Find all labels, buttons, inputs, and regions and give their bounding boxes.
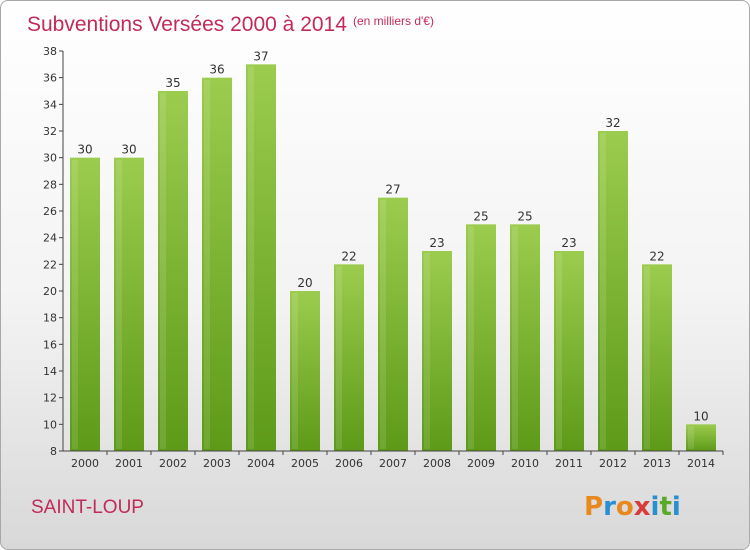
value-labels: 30 30 35 36 37 20 22 27 23 25 25 23 32 22 10 xyxy=(77,49,708,423)
bar-2005 xyxy=(290,291,320,451)
bar-2009 xyxy=(466,224,496,451)
y-tick-label: 16 xyxy=(43,338,57,351)
x-tick-label: 2001 xyxy=(115,457,143,470)
value-label-2006: 22 xyxy=(341,249,356,263)
bar-highlight xyxy=(204,79,210,450)
logo-letter: t xyxy=(659,492,671,522)
logo-letter: o xyxy=(616,492,634,522)
value-label-2013: 22 xyxy=(649,249,664,263)
x-tick-label: 2005 xyxy=(291,457,319,470)
y-tick-label: 20 xyxy=(43,285,57,298)
logo-letter: i xyxy=(672,492,681,522)
y-tick-label: 8 xyxy=(50,445,57,458)
bar-2007 xyxy=(378,197,408,451)
bar-highlight xyxy=(336,266,342,449)
x-tick-label: 2008 xyxy=(423,457,451,470)
y-axis: 8 10 12 14 16 18 20 22 24 26 28 30 32 34 36 38 xyxy=(43,45,63,458)
y-tick-label: 36 xyxy=(43,72,57,85)
bar-2000 xyxy=(70,157,100,451)
bar-2013 xyxy=(642,264,672,451)
bar-highlight xyxy=(600,133,606,449)
bar-highlight xyxy=(512,226,518,449)
y-tick-label: 24 xyxy=(43,232,57,245)
bar-2014 xyxy=(686,424,716,451)
bar-highlight xyxy=(644,266,650,449)
bar-2004 xyxy=(246,64,276,452)
value-label-2004: 37 xyxy=(253,49,268,63)
y-tick-label: 12 xyxy=(43,392,57,405)
x-tick-label: 2012 xyxy=(599,457,627,470)
value-label-2014: 10 xyxy=(693,409,708,423)
chart-title: Subventions Versées 2000 à 2014 xyxy=(27,13,347,36)
x-tick-label: 2009 xyxy=(467,457,495,470)
bar-highlight xyxy=(248,66,254,449)
value-label-2001: 30 xyxy=(121,143,136,157)
value-label-2010: 25 xyxy=(517,209,532,223)
value-label-2011: 23 xyxy=(561,236,576,250)
y-tick-label: 30 xyxy=(43,152,57,165)
value-label-2008: 23 xyxy=(429,236,444,250)
y-tick-label: 22 xyxy=(43,258,57,271)
x-tick-label: 2013 xyxy=(643,457,671,470)
x-tick-label: 2006 xyxy=(335,457,363,470)
bar-2011 xyxy=(554,251,584,451)
bar-highlight xyxy=(292,293,298,449)
x-tick-label: 2003 xyxy=(203,457,231,470)
x-axis: 2000 2001 2002 2003 2004 2005 2006 2007 2008 2009… xyxy=(71,451,724,470)
bar-highlight xyxy=(116,159,122,449)
bar-2001 xyxy=(114,157,144,451)
y-tick-label: 14 xyxy=(43,365,57,378)
logo-letter: x xyxy=(634,492,651,522)
x-tick-label: 2000 xyxy=(71,457,99,470)
bar-highlight xyxy=(160,93,166,449)
bar-2008 xyxy=(422,251,452,451)
value-label-2005: 20 xyxy=(297,276,312,290)
bar-highlight xyxy=(424,253,430,449)
bar-highlight xyxy=(556,253,562,449)
value-label-2000: 30 xyxy=(77,143,92,157)
logo-letter: P xyxy=(584,492,603,522)
x-tick-label: 2002 xyxy=(159,457,187,470)
x-tick-label: 2011 xyxy=(555,457,583,470)
bar-2006 xyxy=(334,264,364,451)
value-label-2002: 35 xyxy=(165,76,180,90)
y-tick-label: 26 xyxy=(43,205,57,218)
value-label-2003: 36 xyxy=(209,63,224,77)
bar-2002 xyxy=(158,91,188,451)
logo-letter: i xyxy=(651,492,660,522)
y-tick-label: 32 xyxy=(43,125,57,138)
chart-subtitle: (en milliers d'€) xyxy=(353,14,434,28)
place-name: SAINT-LOUP xyxy=(31,497,144,518)
bar-highlight xyxy=(380,199,386,449)
value-label-2009: 25 xyxy=(473,209,488,223)
y-tick-label: 18 xyxy=(43,312,57,325)
bar-highlight xyxy=(688,426,694,449)
x-tick-label: 2004 xyxy=(247,457,275,470)
x-tick-label: 2010 xyxy=(511,457,539,470)
bars xyxy=(70,64,716,452)
bar-2012 xyxy=(598,131,628,451)
y-tick-label: 28 xyxy=(43,178,57,191)
bar-2003 xyxy=(202,77,232,452)
proxiti-logo: Proxiti xyxy=(584,492,681,522)
bar-highlight xyxy=(468,226,474,449)
y-tick-label: 10 xyxy=(43,418,57,431)
logo-letter: r xyxy=(603,492,616,522)
bar-2010 xyxy=(510,224,540,451)
bar-highlight xyxy=(72,159,78,449)
x-tick-label: 2007 xyxy=(379,457,407,470)
value-label-2007: 27 xyxy=(385,183,400,197)
value-label-2012: 32 xyxy=(605,116,620,130)
y-tick-label: 38 xyxy=(43,45,57,58)
x-tick-label: 2014 xyxy=(687,457,715,470)
y-tick-label: 34 xyxy=(43,98,57,111)
